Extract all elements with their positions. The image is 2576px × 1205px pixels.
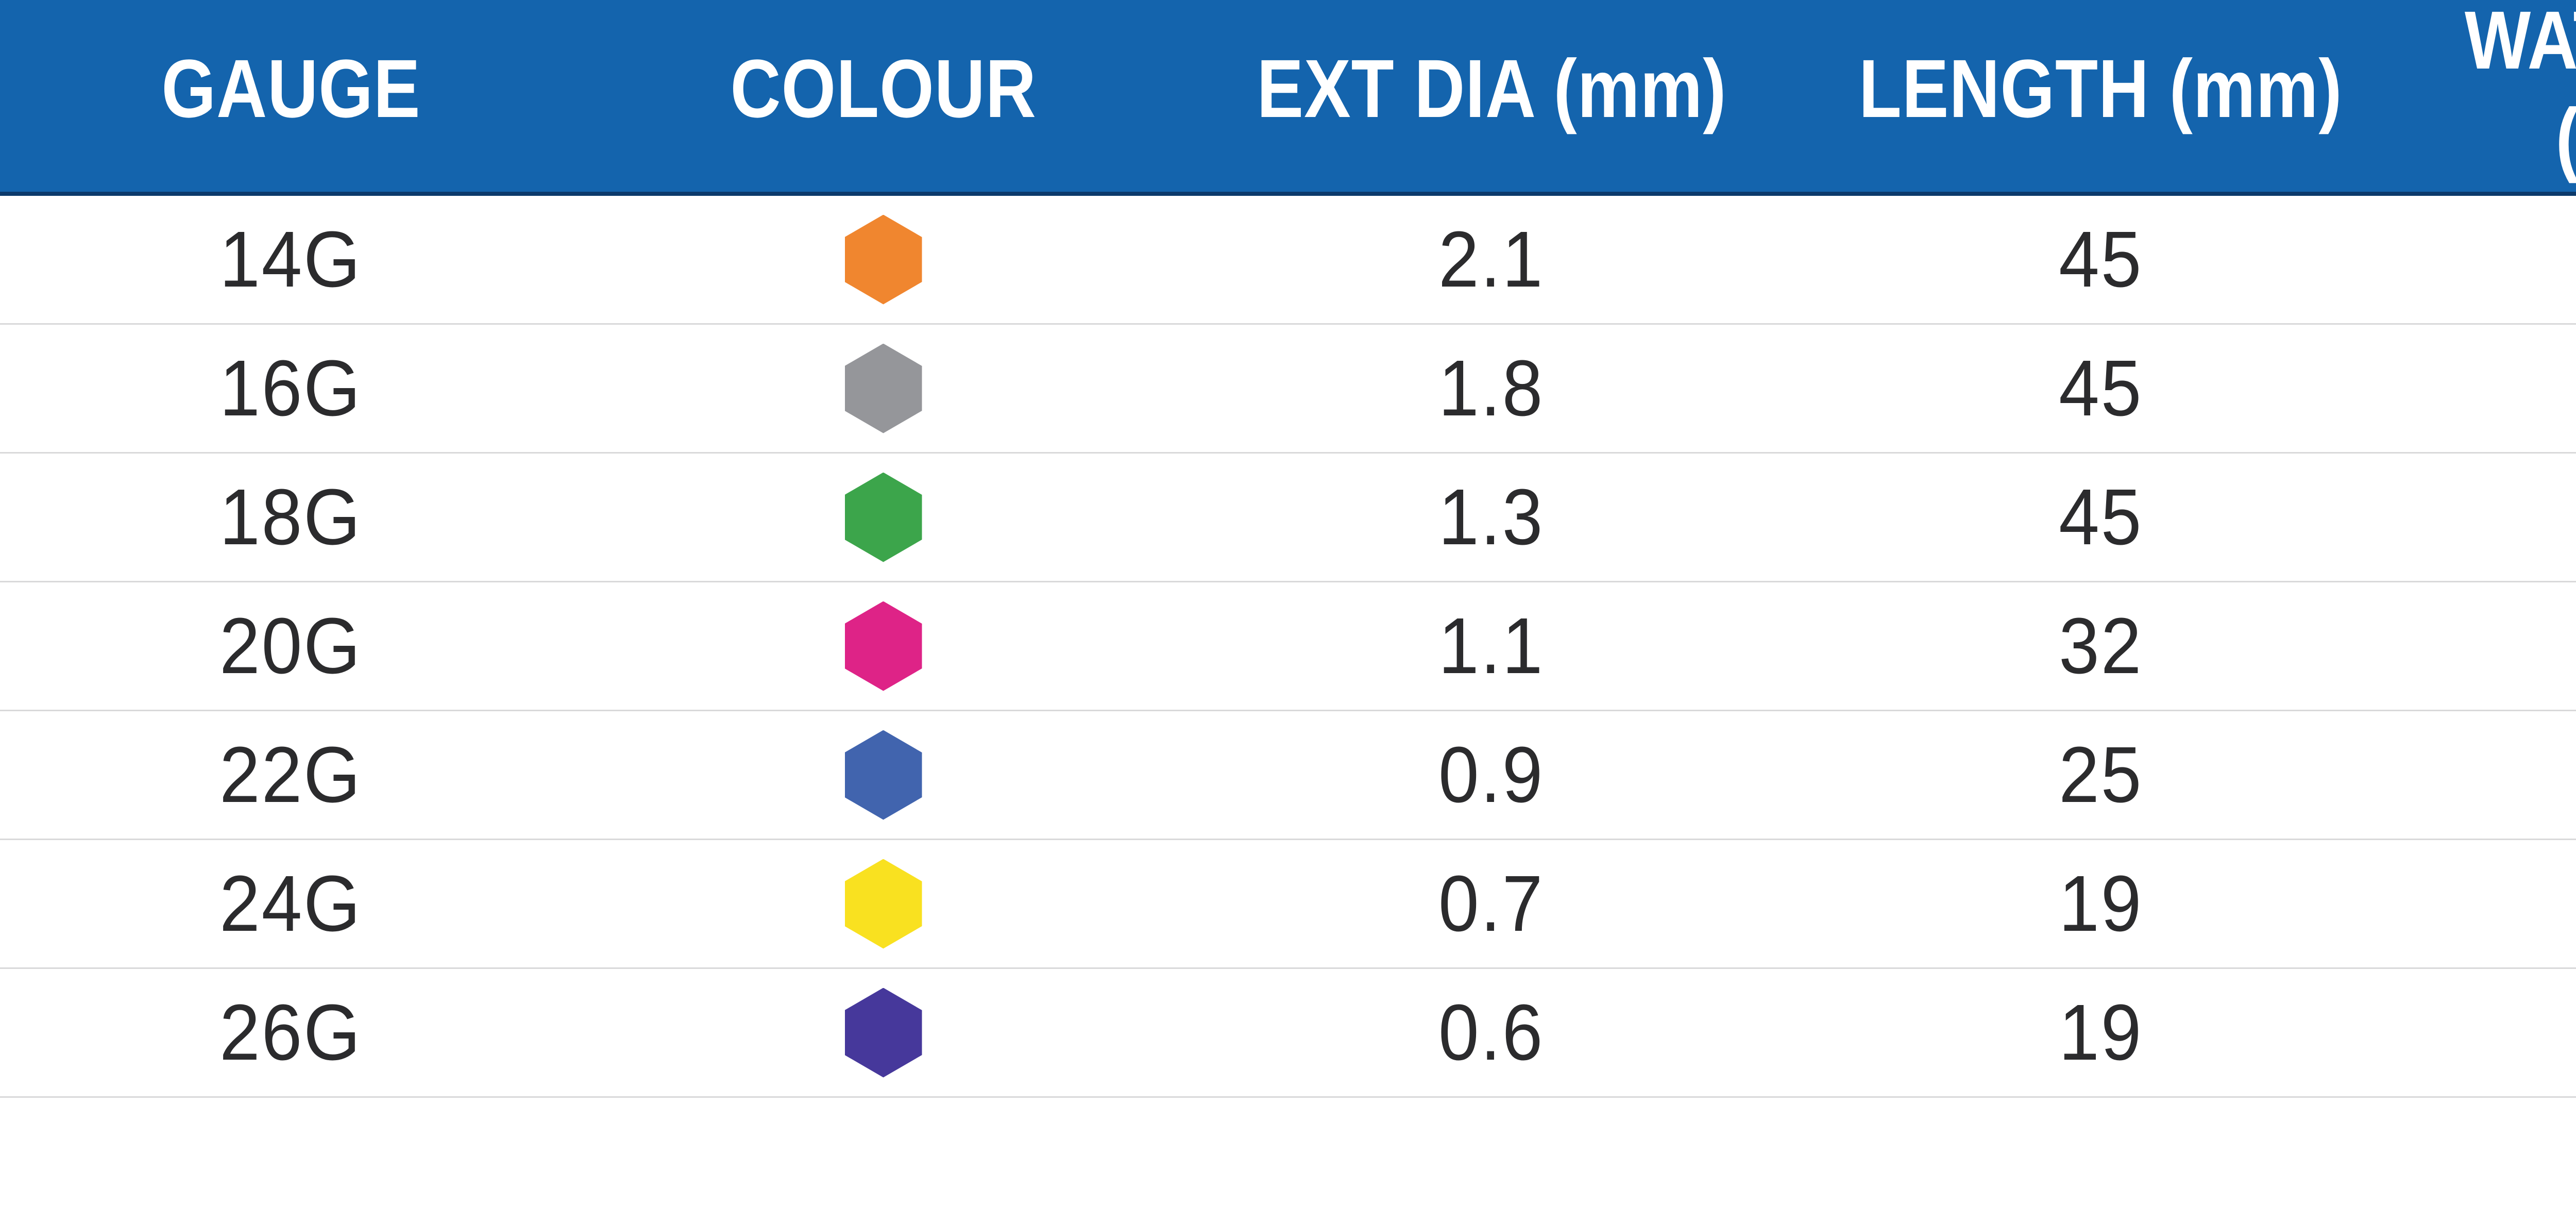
- ext-dia-value: 0.9: [1438, 730, 1545, 819]
- ext-dia-cell: 1.3: [1185, 454, 1798, 581]
- ext-dia-cell: 0.7: [1185, 840, 1798, 967]
- header-cell-colour: COLOUR: [582, 0, 1185, 195]
- header-label-gauge: GAUGE: [161, 42, 420, 135]
- green-hexagon-icon: [844, 472, 922, 562]
- gauge-cell: 14G: [0, 196, 582, 323]
- length-cell: 25: [1798, 711, 2403, 839]
- ext-dia-value: 1.8: [1438, 344, 1545, 432]
- length-cell: 19: [1798, 969, 2403, 1096]
- table-row: 22G 0.9 25 36: [0, 711, 2576, 840]
- gauge-label: 16G: [219, 344, 362, 432]
- ext-dia-cell: 0.6: [1185, 969, 1798, 1096]
- colour-cell: [582, 196, 1185, 323]
- gauge-label: 20G: [219, 601, 362, 690]
- length-value: 25: [2058, 730, 2143, 819]
- table-row: 18G 1.3 45 90: [0, 454, 2576, 582]
- header-label-water-flow-line1: WATER FLOW: [2465, 0, 2576, 86]
- orange-hexagon-icon: [844, 214, 922, 305]
- water-flow-cell: 60: [2403, 582, 2576, 710]
- water-flow-cell: 36: [2403, 711, 2576, 839]
- table-row: 26G 0.6 19 13: [0, 969, 2576, 1098]
- header-cell-ext-dia: EXT DIA (mm): [1185, 0, 1798, 195]
- water-flow-cell: 90: [2403, 454, 2576, 581]
- ext-dia-cell: 1.1: [1185, 582, 1798, 710]
- purple-hexagon-icon: [844, 988, 922, 1078]
- ext-dia-cell: 0.9: [1185, 711, 1798, 839]
- colour-cell: [582, 840, 1185, 967]
- colour-cell: [582, 454, 1185, 581]
- header-label-water-flow-line2: (ml/min.): [2465, 89, 2576, 187]
- colour-cell: [582, 711, 1185, 839]
- gauge-label: 24G: [219, 859, 362, 948]
- length-value: 19: [2058, 988, 2143, 1077]
- length-value: 45: [2058, 215, 2143, 304]
- blue-hexagon-icon: [844, 730, 922, 820]
- table-row: 16G 1.8 45 180: [0, 325, 2576, 454]
- gauge-label: 22G: [219, 730, 362, 819]
- length-value: 32: [2058, 601, 2143, 690]
- length-cell: 45: [1798, 454, 2403, 581]
- gauge-cell: 16G: [0, 325, 582, 452]
- ext-dia-value: 1.1: [1438, 601, 1545, 690]
- header-label-colour: COLOUR: [730, 42, 1037, 135]
- table-row: 24G 0.7 19 20: [0, 840, 2576, 969]
- ext-dia-value: 1.3: [1438, 473, 1545, 561]
- gauge-cell: 20G: [0, 582, 582, 710]
- pink-hexagon-icon: [844, 601, 922, 691]
- yellow-hexagon-icon: [844, 859, 922, 949]
- water-flow-cell: 20: [2403, 840, 2576, 967]
- ext-dia-cell: 1.8: [1185, 325, 1798, 452]
- water-flow-cell: 180: [2403, 325, 2576, 452]
- header-label-water-flow: WATER FLOW (ml/min.): [2465, 0, 2576, 187]
- table-header-row: GAUGE COLOUR EXT DIA (mm) LENGTH (mm) WA…: [0, 0, 2576, 196]
- length-cell: 45: [1798, 325, 2403, 452]
- bottom-whitespace: [0, 1098, 2576, 1191]
- ext-dia-value: 2.1: [1438, 215, 1545, 304]
- gauge-cell: 18G: [0, 454, 582, 581]
- length-value: 19: [2058, 859, 2143, 948]
- water-flow-cell: 13: [2403, 969, 2576, 1096]
- header-cell-gauge: GAUGE: [0, 0, 582, 195]
- colour-cell: [582, 582, 1185, 710]
- length-cell: 19: [1798, 840, 2403, 967]
- colour-cell: [582, 969, 1185, 1096]
- header-label-ext-dia: EXT DIA (mm): [1257, 42, 1726, 135]
- ext-dia-value: 0.7: [1438, 859, 1545, 948]
- length-value: 45: [2058, 473, 2143, 561]
- ext-dia-cell: 2.1: [1185, 196, 1798, 323]
- grey-hexagon-icon: [844, 343, 922, 433]
- table-row: 14G 2.1 45 240: [0, 196, 2576, 325]
- gauge-label: 18G: [219, 473, 362, 561]
- water-flow-cell: 240: [2403, 196, 2576, 323]
- gauge-cell: 24G: [0, 840, 582, 967]
- header-cell-length: LENGTH (mm): [1798, 0, 2403, 195]
- header-label-length: LENGTH (mm): [1859, 42, 2343, 135]
- table-body: 14G 2.1 45 240 16G 1.8 45 180: [0, 196, 2576, 1098]
- gauge-cell: 26G: [0, 969, 582, 1096]
- length-cell: 32: [1798, 582, 2403, 710]
- gauge-cell: 22G: [0, 711, 582, 839]
- header-cell-water-flow: WATER FLOW (ml/min.): [2403, 0, 2576, 195]
- length-value: 45: [2058, 344, 2143, 432]
- table-row: 20G 1.1 32 60: [0, 582, 2576, 711]
- ext-dia-value: 0.6: [1438, 988, 1545, 1077]
- colour-cell: [582, 325, 1185, 452]
- gauge-label: 26G: [219, 988, 362, 1077]
- gauge-label: 14G: [219, 215, 362, 304]
- length-cell: 45: [1798, 196, 2403, 323]
